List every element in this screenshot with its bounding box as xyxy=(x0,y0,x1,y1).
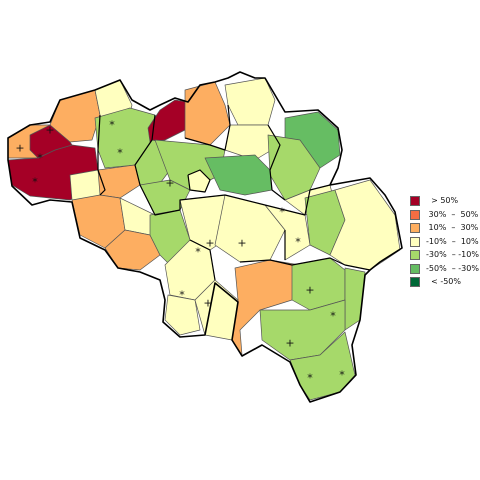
legend-swatch xyxy=(410,223,420,233)
marker-star: * xyxy=(295,236,301,249)
marker-star: * xyxy=(279,206,285,219)
marker-star: * xyxy=(307,372,313,385)
legend-label: -50% – -30% xyxy=(426,263,479,273)
region-leuven xyxy=(204,154,273,196)
region-thuin xyxy=(164,294,201,336)
region-neufchateau xyxy=(259,299,346,361)
region-oudenaarde xyxy=(97,164,141,199)
marker-star: * xyxy=(330,310,336,323)
country-outline xyxy=(7,71,403,403)
legend-swatch xyxy=(410,209,420,220)
marker-star: * xyxy=(179,289,185,302)
marker-plus: + xyxy=(305,284,314,297)
marker-star: * xyxy=(109,119,115,132)
legend-swatch xyxy=(410,236,420,247)
marker-star: * xyxy=(339,369,345,382)
region-antwerp-north xyxy=(224,77,276,126)
legend-swatch xyxy=(410,196,420,206)
marker-star: * xyxy=(32,176,38,189)
legend-item: 30% – 50% xyxy=(410,209,479,221)
legend-label: -30% – -10% xyxy=(426,250,479,259)
marker-plus: + xyxy=(45,124,54,137)
legend-swatch xyxy=(410,263,420,274)
legend-swatch xyxy=(410,250,420,260)
marker-plus: + xyxy=(285,337,294,350)
marker-plus: + xyxy=(203,297,212,310)
legend-item: < -50% xyxy=(410,277,476,288)
marker-plus: + xyxy=(237,237,246,250)
legend-item: -10% – 10% xyxy=(410,236,479,248)
marker-star: * xyxy=(117,147,123,160)
region-namur xyxy=(214,194,286,263)
legend-swatch xyxy=(410,277,420,287)
legend: > 50% 30% – 50% 10% – 30% -10% – 10% -30… xyxy=(410,196,479,291)
marker-plus: + xyxy=(205,237,214,250)
region-west-red-b xyxy=(29,124,73,159)
region-antwerp-orange xyxy=(184,81,231,146)
marker-plus: + xyxy=(165,177,174,190)
marker-plus: + xyxy=(15,142,24,155)
regions xyxy=(7,77,401,401)
legend-item: -50% – -30% xyxy=(410,263,479,275)
province-borders xyxy=(97,104,371,281)
legend-label: 10% – 30% xyxy=(426,223,479,232)
legend-label: 30% – 50% xyxy=(426,209,479,219)
legend-label: > 50% xyxy=(426,196,459,205)
marker-star: * xyxy=(195,246,201,259)
legend-item: -30% – -10% xyxy=(410,250,479,261)
legend-item: 10% – 30% xyxy=(410,223,479,234)
legend-label: -10% – 10% xyxy=(426,236,479,246)
legend-item: > 50% xyxy=(410,196,476,207)
marker-star: * xyxy=(37,152,43,165)
markers: + + * * * * + * + + * * * + + * + * * xyxy=(15,119,345,385)
legend-label: < -50% xyxy=(426,277,461,286)
